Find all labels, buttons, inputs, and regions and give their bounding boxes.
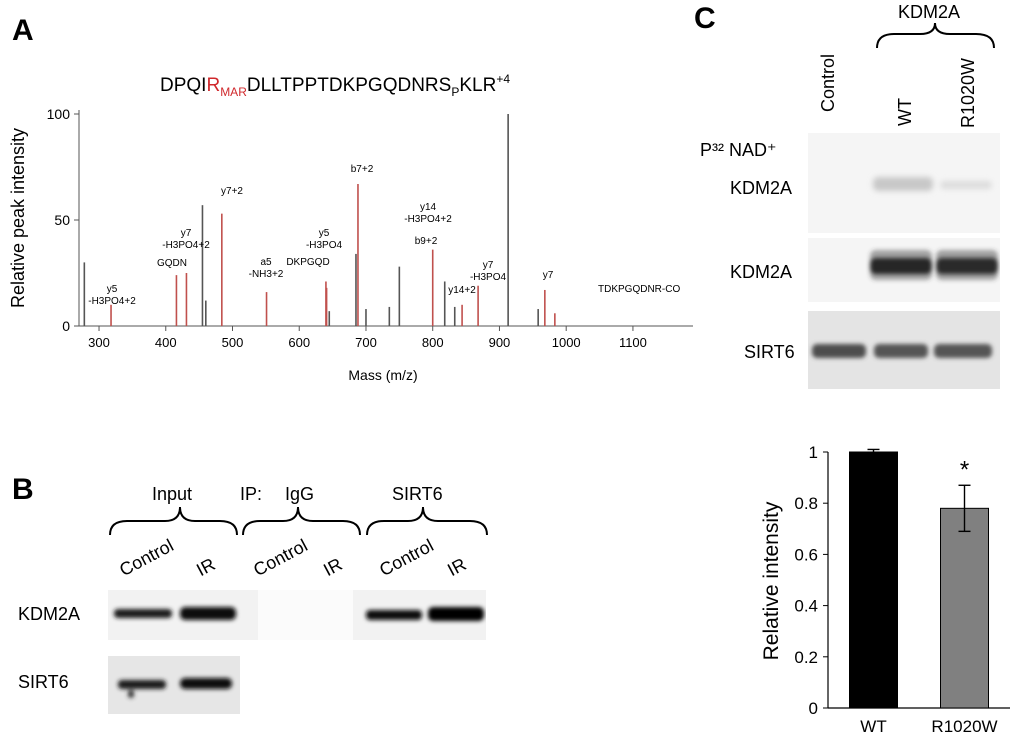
spectrum-y-tick-label: 100 [47, 106, 71, 122]
peptide-middle: DLLTPPTDKPGQDNRS [246, 75, 452, 96]
bar-chart-y-axis-label: Relative intensity [760, 501, 783, 660]
igg-label: IgG [285, 484, 315, 504]
spectrum-y-tick-label: 50 [54, 212, 70, 228]
kdm2a-bracket-icon [876, 22, 995, 49]
spectrum-peak-label-sub: -H3PO4 [470, 272, 507, 283]
spectrum-x-tick-label: 800 [422, 335, 444, 350]
blot-b-kdm2a [108, 590, 486, 640]
spectrum-y-axis-label: Relative peak intensity [8, 128, 28, 308]
bar-chart-category-label: WT [860, 717, 886, 736]
spectrum-peak-label: b9+2 [415, 236, 438, 247]
row-label-kdm2a-c: KDM2A [730, 262, 793, 282]
lane-label-c-r1020w: R1020W [958, 57, 978, 128]
lane-label-igg-ir: IR [320, 554, 346, 581]
spectrum-x-tick-label: 300 [88, 335, 110, 350]
panel-letter-a: A [12, 14, 34, 47]
spectrum-peak-labels: y5-H3PO4+2GQDNy7-H3PO4+2y7+2a5-NH3+2DKPG… [88, 164, 680, 307]
spectrum-x-tick-label: 600 [288, 335, 310, 350]
spectrum-x-tick-label: 700 [355, 335, 377, 350]
peptide-modified-residue: R [206, 75, 221, 96]
spectrum-x-tick-label: 1100 [619, 335, 647, 350]
spectrum-x-axis-label: Mass (m/z) [348, 367, 417, 383]
spectrum-peak-label: y7+2 [221, 186, 243, 197]
row-label-kdm2a-b: KDM2A [18, 604, 81, 624]
spectrum-peak-label: TDKPGQDNR-CO [598, 284, 680, 295]
bar-chart-category-label: R1020W [931, 717, 997, 736]
blot-b-sirt6 [108, 656, 240, 714]
spectrum-peak-label: y5 [319, 228, 330, 239]
spectrum-peak-label: y14 [420, 202, 437, 213]
lane-label-input-ir: IR [193, 554, 219, 581]
bar-chart-y-tick-label: 1 [809, 443, 818, 462]
spectrum-y-tick-label: 0 [62, 318, 70, 334]
blot-c-p32 [808, 133, 1000, 233]
lane-label-c-wt: WT [895, 98, 915, 126]
row-label-p32: P³² NAD⁺ [700, 140, 777, 160]
peptide-charge: +4 [496, 72, 510, 86]
peptide-modification: MAR [220, 85, 247, 99]
bar-chart-y-tick-label: 0.6 [794, 545, 818, 564]
significance-asterisk: * [960, 456, 969, 483]
spectrum-x-tick-label: 1000 [552, 335, 581, 350]
bar-wt [849, 451, 898, 709]
row-label-sirt6-b: SIRT6 [18, 672, 69, 692]
peptide-phospho: P [451, 85, 460, 99]
peptide-prefix: DPQI [160, 75, 207, 96]
bar-chart-y-tick-label: 0.4 [794, 597, 818, 616]
panel-letter-c: C [694, 2, 716, 35]
spectrum-peak-label-sub: -H3PO4+2 [162, 240, 210, 251]
spectrum-bars [83, 114, 556, 326]
spectrum-peak-label: b7+2 [351, 164, 374, 175]
peptide-suffix: KLR [459, 75, 497, 96]
bar-r1020w [940, 507, 989, 709]
spectrum-peak-label: DKPGQD [286, 257, 329, 268]
input-label: Input [152, 484, 193, 504]
lane-label-sirt6-ir: IR [444, 554, 470, 581]
lane-label-c-control: Control [818, 53, 838, 112]
bar-chart-y-tick-label: 0 [809, 699, 818, 718]
panel-b-brackets [109, 506, 488, 536]
igg-bracket-icon [242, 506, 361, 536]
sirt6-bracket-icon [366, 506, 488, 536]
spectrum-peak-label: y7 [181, 228, 192, 239]
peptide-sequence: DPQIRMARDLLTPPTDKPGQDNRSPKLR+4 [160, 72, 510, 99]
spectrum-x-tick-label: 400 [155, 335, 177, 350]
spectrum-peak-label: y7 [543, 270, 554, 281]
spectrum-peak-label: y7 [483, 260, 494, 271]
sirt6-ip-label: SIRT6 [392, 484, 443, 504]
input-bracket-icon [109, 506, 238, 536]
bar-chart-bars [849, 448, 989, 709]
spectrum-axes: 300 400 500 600 700 800 900 1000 1100 0 50 100 [47, 106, 693, 350]
panel-c-bracket [876, 22, 995, 49]
kdm2a-group-label: KDM2A [898, 2, 961, 22]
spectrum-x-tick-label: 500 [222, 335, 244, 350]
spectrum-peak-label: GQDN [157, 258, 187, 269]
bar-chart-y-tick-label: 0.2 [794, 648, 818, 667]
panel-letter-b: B [12, 473, 34, 506]
spectrum-peak-label: y5 [107, 284, 118, 295]
spectrum-peak-label-sub: -NH3+2 [249, 269, 284, 280]
blot-c-sirt6 [808, 311, 1000, 389]
bar-chart-y-tick-label: 0.8 [794, 494, 818, 513]
spectrum-peak-label: y14+2 [448, 285, 476, 296]
spectrum-peak-label: a5 [260, 257, 272, 268]
row-label-p32-kdm2a: KDM2A [730, 178, 793, 198]
blot-c-kdm2a [808, 238, 1000, 302]
spectrum-x-tick-label: 900 [489, 335, 511, 350]
intensity-bar-chart: 0 0.2 0.4 0.6 0.8 1 WT R1020W Relative intensit… [760, 443, 1010, 736]
spectrum-peak-label-sub: -H3PO4+2 [88, 296, 136, 307]
spectrum-peak-label-sub: -H3PO4+2 [404, 214, 452, 225]
spectrum-peak-label-sub: -H3PO4 [306, 240, 343, 251]
ip-label: IP: [240, 484, 263, 504]
row-label-sirt6-c: SIRT6 [744, 342, 795, 362]
